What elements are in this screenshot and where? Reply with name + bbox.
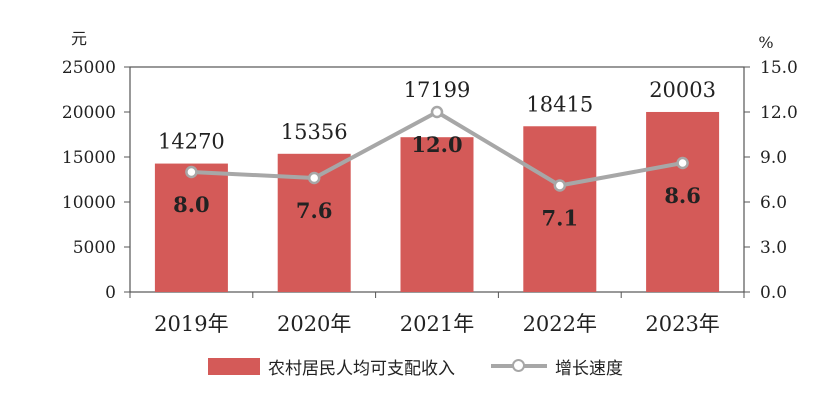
bar-value-label: 14270 <box>158 130 225 154</box>
left-tick-label: 20000 <box>62 103 116 123</box>
bar-value-label: 18415 <box>526 92 593 116</box>
category-label: 2023年 <box>645 312 719 336</box>
right-tick-label: 15.0 <box>760 58 798 78</box>
legend-label-growth: 增长速度 <box>555 358 623 379</box>
growth-value-label: 12.0 <box>411 132 462 157</box>
left-tick-label: 10000 <box>62 193 116 213</box>
growth-point <box>676 156 689 170</box>
growth-value-label: 7.6 <box>296 198 333 223</box>
bar-value-label: 17199 <box>404 78 471 102</box>
right-tick-label: 12.0 <box>760 103 798 123</box>
legend-item-income: 农村居民人均可支配收入 <box>208 354 455 379</box>
bar-value-label: 15356 <box>281 120 348 144</box>
bar-income <box>154 163 228 292</box>
left-tick-label: 5000 <box>73 238 116 258</box>
left-tick-label: 25000 <box>62 58 116 78</box>
right-axis-unit: % <box>758 33 773 52</box>
legend: 农村居民人均可支配收入 增长速度 <box>0 350 831 382</box>
category-label: 2019年 <box>154 312 228 336</box>
growth-value-label: 8.0 <box>173 192 210 217</box>
legend-label-income: 农村居民人均可支配收入 <box>268 358 455 379</box>
category-label: 2020年 <box>277 312 351 336</box>
legend-item-growth: 增长速度 <box>491 354 623 379</box>
right-tick-label: 6.0 <box>760 193 787 213</box>
right-tick-label: 3.0 <box>760 238 787 258</box>
legend-line-swatch <box>491 357 547 375</box>
growth-point <box>185 165 198 179</box>
bar-income <box>646 111 720 293</box>
right-tick-label: 9.0 <box>760 148 787 168</box>
right-tick-label: 0.0 <box>760 283 787 303</box>
growth-point <box>553 179 567 192</box>
growth-point <box>430 105 444 119</box>
growth-value-label: 8.6 <box>664 183 701 208</box>
left-axis-unit: 元 <box>71 29 87 48</box>
left-tick-label: 15000 <box>62 148 116 168</box>
legend-line-marker <box>512 359 525 372</box>
legend-bar-swatch <box>208 357 260 375</box>
left-tick-label: 0 <box>105 283 116 303</box>
growth-value-label: 7.1 <box>542 206 579 231</box>
chart: 0 5000 10000 15000 20000 25000 0.0 3.0 6.0 9.0 12.… <box>62 29 798 336</box>
growth-point <box>307 171 321 185</box>
bar-income <box>523 126 597 292</box>
category-label: 2021年 <box>400 312 474 336</box>
category-label: 2022年 <box>523 312 597 336</box>
bar-income <box>400 137 474 292</box>
bar-value-label: 20003 <box>649 78 716 102</box>
